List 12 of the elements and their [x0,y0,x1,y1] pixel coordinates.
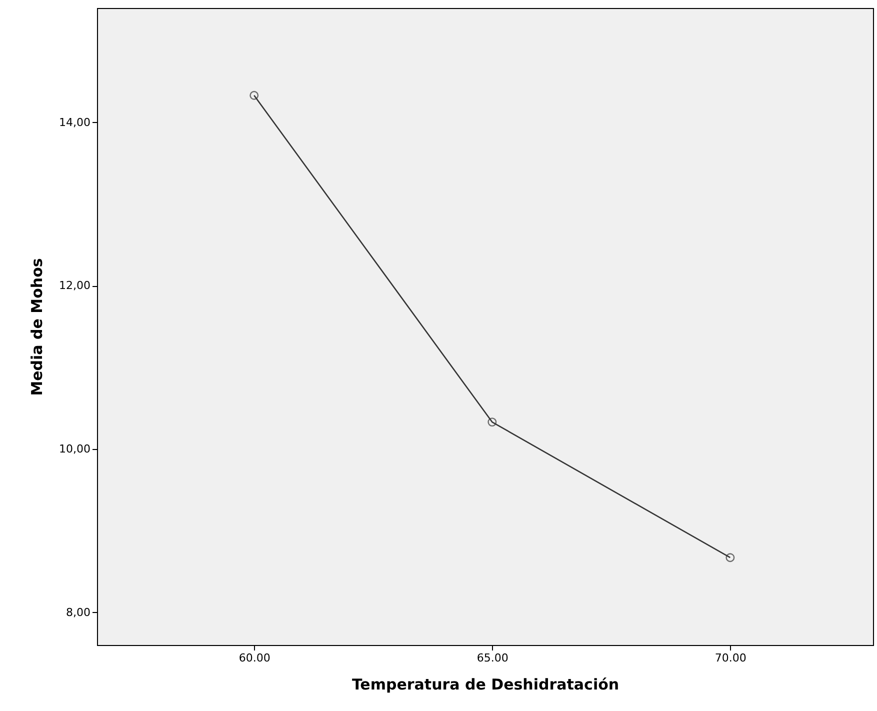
point [250,90,259,100]
point [488,418,497,427]
y-tick-label: 10,00 [59,442,90,456]
y-tick-label: 12,00 [59,279,90,292]
x-tick-label: 65.00 [476,652,508,664]
point [726,553,735,562]
x-axis-title: Temperatura de Deshidratación [352,676,620,694]
y-tick-label: 14,00 [59,116,90,129]
y-axis-title: Media de Mohos [28,258,46,396]
x-tick-label: 70.00 [714,652,746,664]
y-tick-label: 8,00 [66,606,90,619]
x-tick-label: 60.00 [238,652,270,664]
